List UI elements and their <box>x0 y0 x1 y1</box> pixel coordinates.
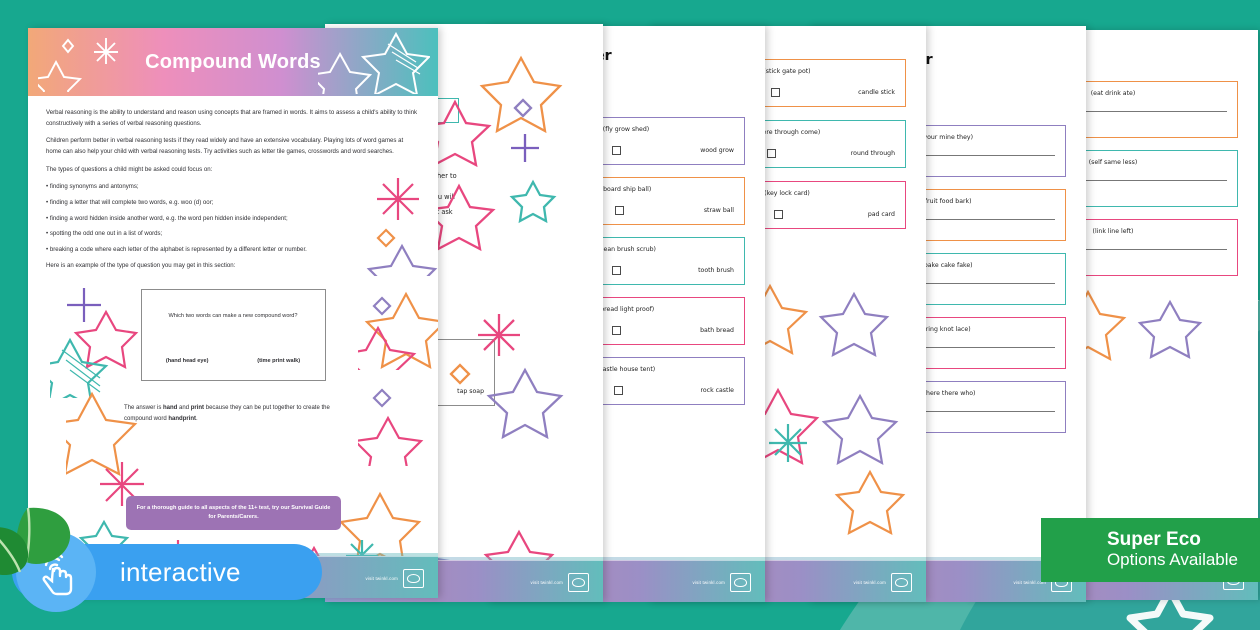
option-checkbox[interactable] <box>613 386 623 395</box>
example-question-text: Which two words can make a new compound … <box>168 313 298 320</box>
intro-paragraph-3: The types of questions a child might be … <box>46 165 213 173</box>
eco-badge-title: Super Eco <box>1106 528 1201 550</box>
footer-url[interactable]: visit twinkl.com <box>530 580 563 585</box>
answer-prefix: The answer is <box>124 405 164 412</box>
option-checkbox[interactable] <box>771 88 781 97</box>
answer-word-2: print <box>190 405 205 412</box>
leaf-icon <box>0 507 71 575</box>
bullet-item: • finding a word hidden inside another w… <box>46 214 288 222</box>
bullet-item: • finding synonyms and antonyms; <box>46 183 139 191</box>
question-prompt: (fruit food bark) <box>922 198 972 205</box>
option-right-label: pad card <box>867 211 895 218</box>
example-option-right: (time print walk) <box>257 358 301 365</box>
page-title: Compound Words <box>145 51 321 73</box>
twinkl-cloud-logo <box>730 573 751 592</box>
question-prompt: (bread light proof) <box>597 306 655 313</box>
bullet-item: • finding a letter that will complete tw… <box>46 198 214 206</box>
option-right-label: wood grow <box>700 147 734 154</box>
footer-url[interactable]: visit twinkl.com <box>853 580 886 585</box>
intro-paragraph-1: Verbal reasoning is the ability to under… <box>46 109 418 127</box>
answer-explanation: The answer is hand and print because the… <box>124 403 354 425</box>
answer-line[interactable] <box>999 180 1227 181</box>
question-prompt: (board ship ball) <box>600 186 652 193</box>
intro-paragraph-2: Children perform better in verbal reason… <box>46 137 404 155</box>
answer-line[interactable] <box>999 249 1227 250</box>
option-right-label: straw ball <box>703 207 734 214</box>
option-checkbox[interactable] <box>612 146 622 155</box>
page-header: Compound Words <box>28 28 438 96</box>
bullet-item: • spotting the odd one out in a list of … <box>46 230 163 238</box>
question-prompt: (stick gate pot) <box>763 68 811 75</box>
option-checkbox[interactable] <box>767 149 777 158</box>
question-prompt: (bake cake fake) <box>921 262 973 269</box>
answer-compound-word: handprint <box>168 416 197 423</box>
question-prompt: (fly grow shed) <box>602 126 650 133</box>
page-footer-accent <box>648 557 926 560</box>
answer-line[interactable] <box>999 111 1227 112</box>
option-right-label: rock castle <box>700 387 734 394</box>
twinkl-cloud-logo <box>403 569 424 588</box>
option-right-label: candle stick <box>858 89 895 96</box>
option-right-label: round through <box>850 150 895 157</box>
page-footer-accent <box>487 557 765 560</box>
answer-word-1: hand <box>163 405 178 412</box>
answer-period: . <box>196 416 198 423</box>
question-prompt: (clean brush scrub) <box>596 246 656 253</box>
answer-conjunction: and <box>177 405 191 412</box>
option-checkbox[interactable] <box>774 210 784 219</box>
promo-banner[interactable]: For a thorough guide to all aspects of t… <box>126 496 341 530</box>
option-right-label: bath bread <box>700 327 734 334</box>
question-prompt: (self same less) <box>1088 159 1138 166</box>
page-body: Verbal reasoning is the ability to under… <box>28 96 438 425</box>
answer-line[interactable] <box>839 219 1055 220</box>
footer-url[interactable]: visit twinkl.com <box>692 580 725 585</box>
eco-badge[interactable]: Super Eco Options Available <box>1040 518 1260 582</box>
footer-url[interactable]: visit twinkl.com <box>365 576 398 581</box>
example-option-left: (hand head eye) <box>165 358 209 365</box>
option-checkbox[interactable] <box>612 266 622 275</box>
eco-badge-subtitle: Options Available <box>1106 550 1238 570</box>
question-prompt: (link line left) <box>1092 228 1134 235</box>
twinkl-cloud-logo <box>568 573 589 592</box>
option-checkbox[interactable] <box>611 326 621 335</box>
question-prompt: (key lock card) <box>764 190 810 197</box>
page-footer-accent <box>325 557 603 560</box>
option-checkbox[interactable] <box>615 206 625 215</box>
question-prompt: (your mine they) <box>921 134 973 141</box>
answer-line[interactable] <box>839 283 1055 284</box>
bullet-item: • breaking a code where each letter of t… <box>46 245 307 253</box>
lead-in-text: Here is an example of the type of questi… <box>46 261 236 269</box>
twinkl-cloud-logo <box>891 573 912 592</box>
example-question-box: Which two words can make a new compound … <box>140 289 326 382</box>
question-prompt: (eat drink ate) <box>1090 90 1136 97</box>
question-prompt: (castle house tent) <box>596 366 656 373</box>
answer-tail: because they can be put together to crea… <box>124 405 330 423</box>
option-right-label: tap soap <box>457 387 484 395</box>
option-right-label: tooth brush <box>698 267 734 274</box>
answer-line[interactable] <box>839 155 1055 156</box>
question-prompt: (there through come) <box>753 129 821 136</box>
interactive-badge-label: interactive <box>120 556 241 587</box>
worksheet-page-1[interactable]: Compound Words Verbal reasoning is the a… <box>28 28 438 598</box>
